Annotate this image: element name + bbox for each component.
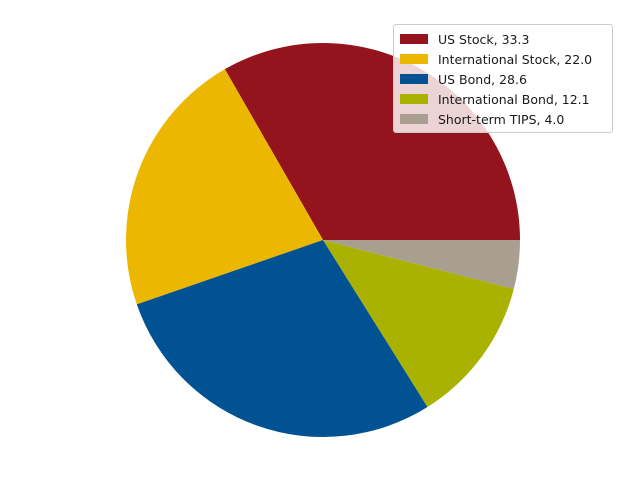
legend-swatch [400, 94, 428, 104]
legend-item-short-term-tips: Short-term TIPS, 4.0 [400, 109, 606, 129]
legend-item-international-stock: International Stock, 22.0 [400, 49, 606, 69]
legend-label: US Stock, 33.3 [438, 31, 530, 47]
legend-label: US Bond, 28.6 [438, 71, 527, 87]
pie-slice-short-term-tips [323, 240, 521, 289]
legend-label: International Bond, 12.1 [438, 91, 590, 107]
legend-item-us-bond: US Bond, 28.6 [400, 69, 606, 89]
pie-slice-international-stock [126, 69, 324, 305]
legend-label: International Stock, 22.0 [438, 51, 593, 67]
pie-slice-international-bond [323, 240, 514, 407]
legend-swatch [400, 74, 428, 84]
legend-label: Short-term TIPS, 4.0 [438, 111, 565, 127]
legend-item-us-stock: US Stock, 33.3 [400, 29, 606, 49]
legend-swatch [400, 114, 428, 124]
legend-item-international-bond: International Bond, 12.1 [400, 89, 606, 109]
legend-swatch [400, 34, 428, 44]
legend: US Stock, 33.3 International Stock, 22.0… [393, 24, 613, 133]
legend-swatch [400, 54, 428, 64]
pie-slice-us-bond [136, 240, 428, 437]
